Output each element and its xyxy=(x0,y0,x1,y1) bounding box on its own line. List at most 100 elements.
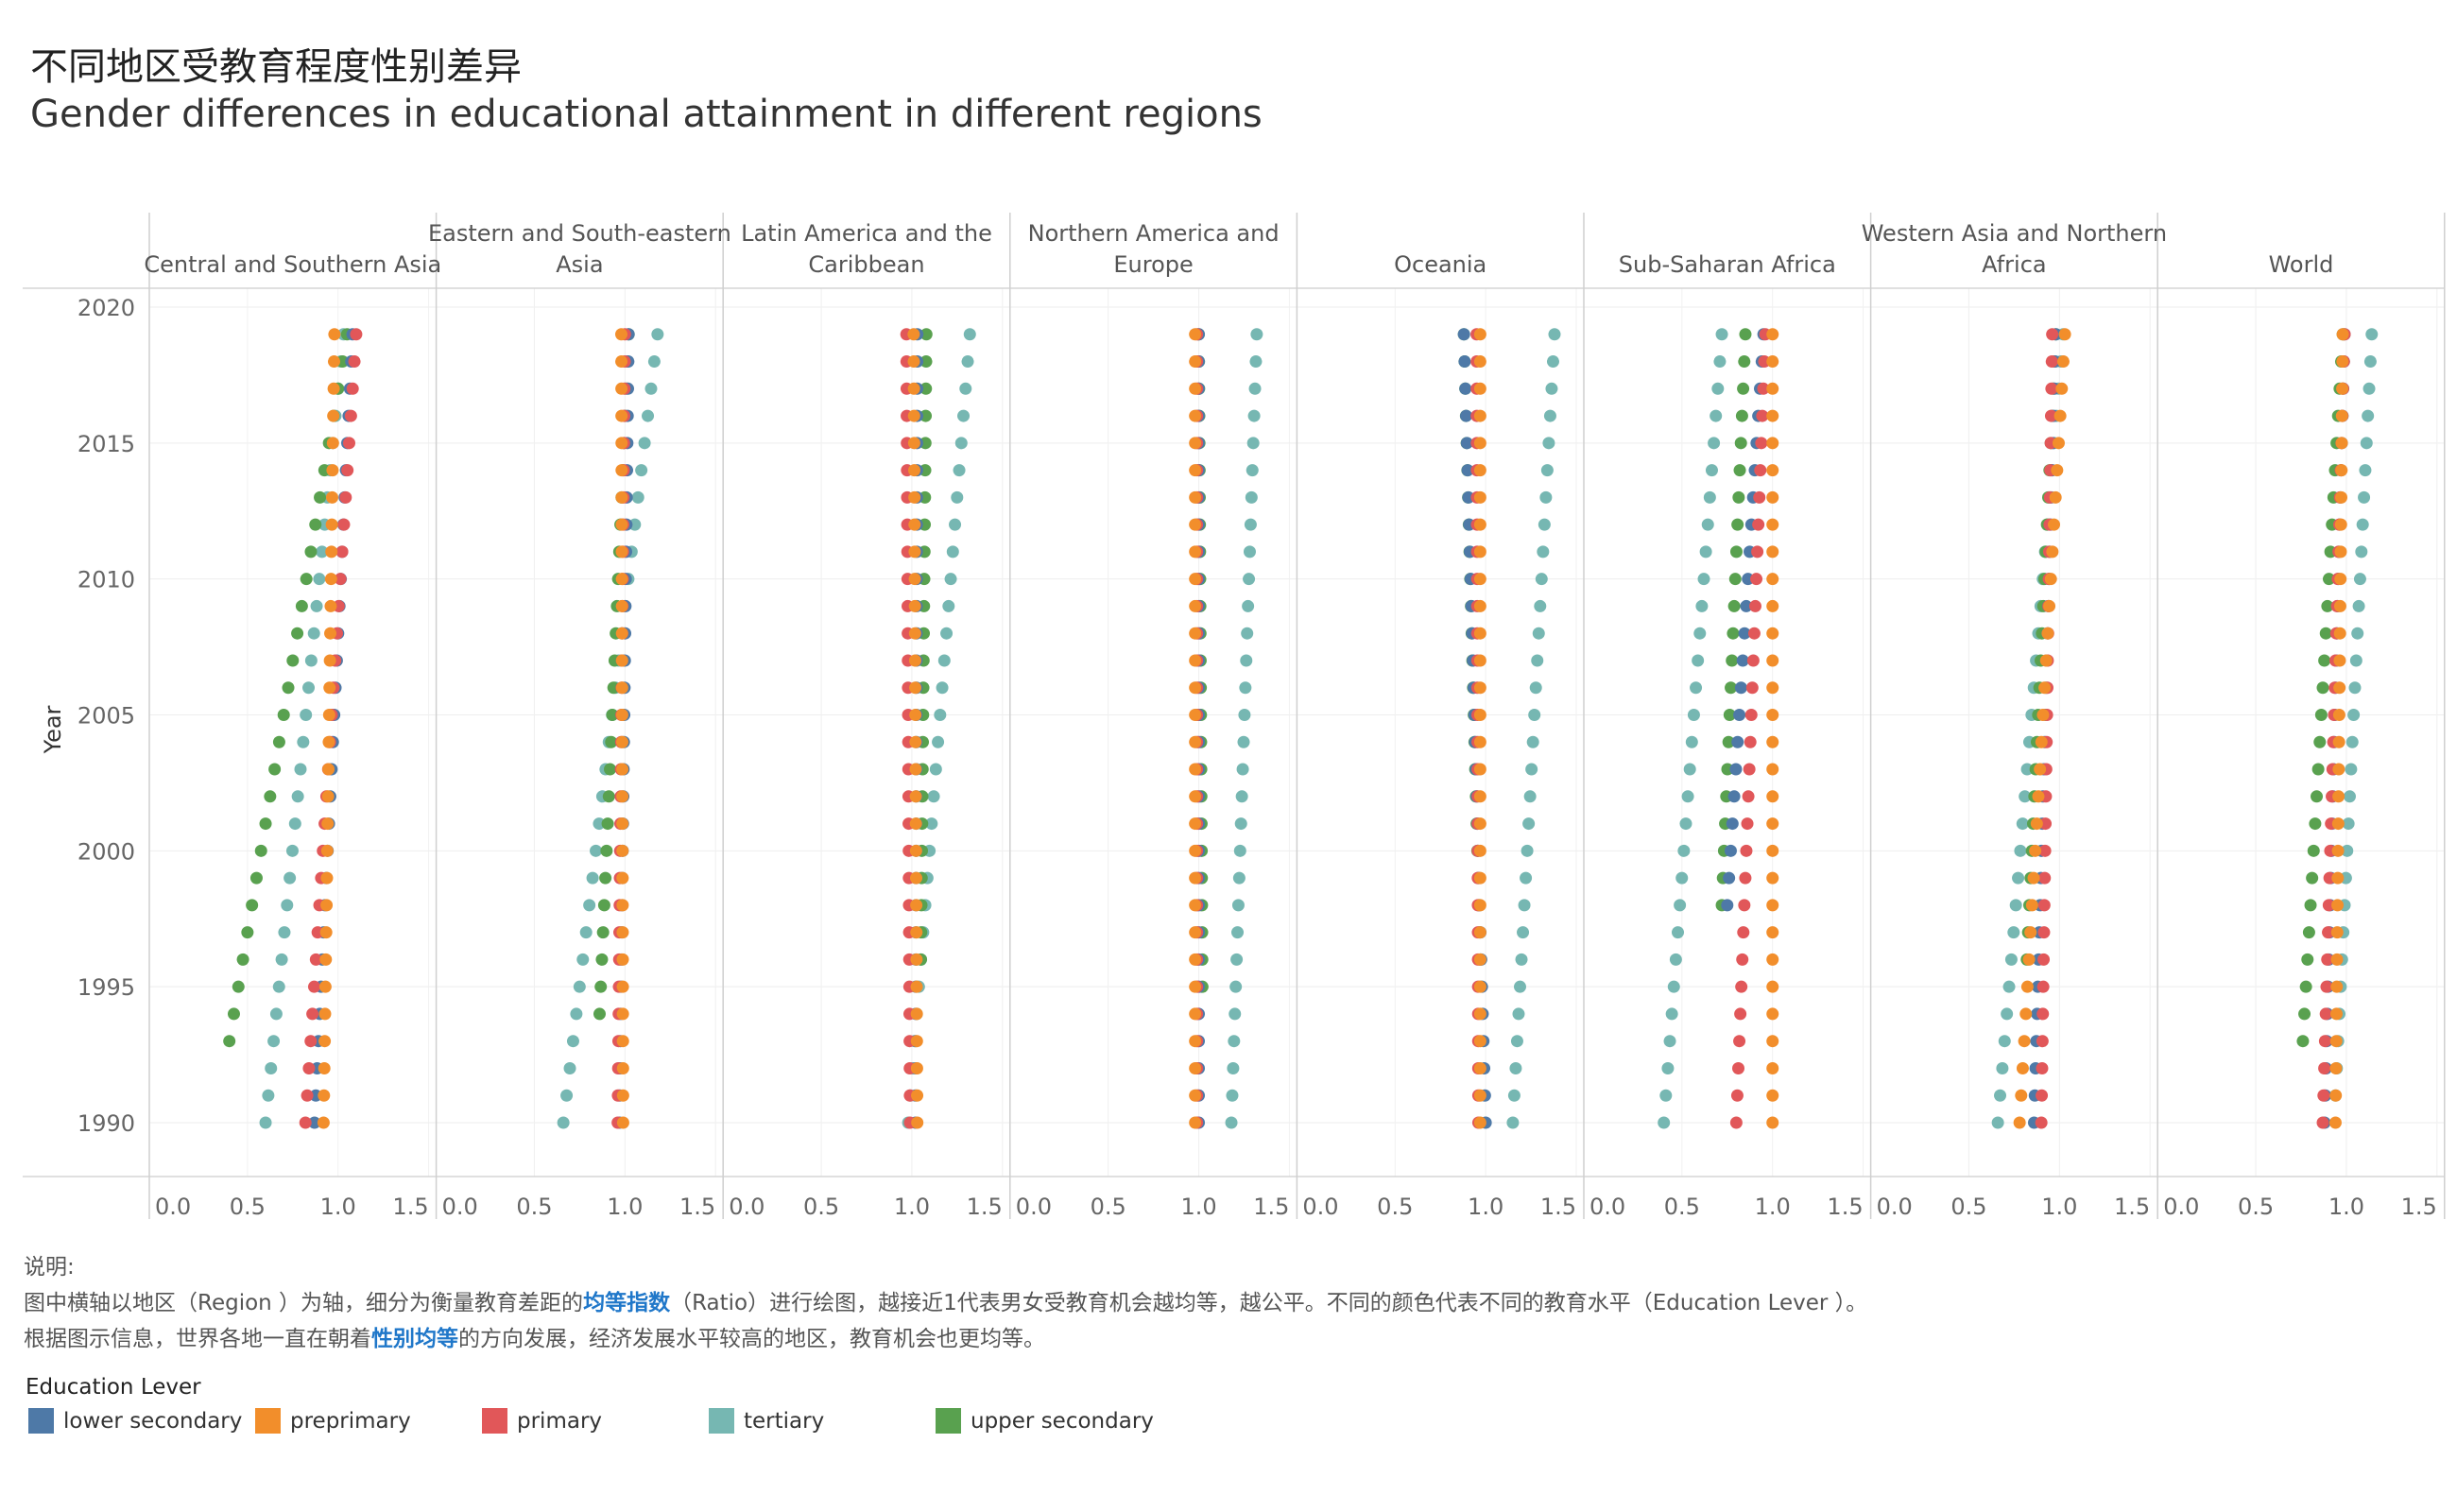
data-point-preprimary xyxy=(1189,926,1202,939)
data-point-tertiary xyxy=(638,437,651,450)
legend-item-preprimary[interactable]: preprimary xyxy=(255,1408,411,1434)
data-point-upper-secondary xyxy=(1725,681,1738,695)
data-point-tertiary xyxy=(313,573,326,586)
data-point-preprimary xyxy=(615,409,628,422)
data-point-tertiary xyxy=(566,1035,579,1048)
data-point-primary xyxy=(341,464,354,477)
data-point-tertiary xyxy=(628,518,642,531)
data-point-preprimary xyxy=(1473,627,1486,640)
data-point-preprimary xyxy=(2332,790,2345,803)
x-tick-label: 1.0 xyxy=(2041,1194,2077,1220)
data-point-tertiary xyxy=(2363,355,2377,369)
data-point-tertiary xyxy=(2349,654,2362,667)
data-point-tertiary xyxy=(1528,709,1541,721)
notes-line-2-highlight: 性别均等 xyxy=(371,1327,458,1351)
x-tick-label: 0.5 xyxy=(516,1194,552,1220)
data-point-preprimary xyxy=(1473,437,1486,450)
data-point-preprimary xyxy=(1473,709,1486,721)
panel-header-oceania: Oceania xyxy=(1394,251,1486,278)
x-tick-label: 1.0 xyxy=(607,1194,643,1220)
data-point-tertiary xyxy=(1996,1061,2009,1074)
data-point-preprimary xyxy=(1473,490,1486,504)
x-tick-label: 1.5 xyxy=(967,1194,1003,1220)
data-point-tertiary xyxy=(1232,871,1246,885)
data-point-tertiary xyxy=(1249,355,1263,369)
data-point-preprimary xyxy=(1766,382,1779,395)
data-point-tertiary xyxy=(1659,1089,1673,1102)
data-point-preprimary xyxy=(1766,980,1779,993)
data-point-preprimary xyxy=(1766,573,1779,586)
data-point-preprimary xyxy=(2329,1035,2343,1048)
data-point-tertiary xyxy=(1234,817,1247,831)
data-point-tertiary xyxy=(316,545,329,558)
x-tick-label: 1.5 xyxy=(1827,1194,1863,1220)
data-point-tertiary xyxy=(642,409,655,422)
data-point-tertiary xyxy=(1998,1035,2011,1048)
data-point-preprimary xyxy=(1766,1061,1779,1074)
data-point-upper-secondary xyxy=(2307,844,2320,857)
x-tick-label: 1.5 xyxy=(392,1194,428,1220)
data-point-preprimary xyxy=(908,490,921,504)
legend-item-upper-secondary[interactable]: upper secondary xyxy=(936,1408,1154,1434)
data-point-preprimary xyxy=(2055,382,2069,395)
data-point-preprimary xyxy=(615,355,628,369)
data-point-upper-secondary xyxy=(1722,735,1735,748)
data-point-preprimary xyxy=(1473,355,1486,369)
data-point-upper-secondary xyxy=(300,573,313,586)
data-point-lower-secondary xyxy=(1458,355,1471,369)
legend-item-tertiary[interactable]: tertiary xyxy=(709,1408,824,1434)
data-point-primary xyxy=(1738,899,1751,912)
data-point-preprimary xyxy=(2020,980,2034,993)
data-point-preprimary xyxy=(317,1116,330,1129)
data-point-tertiary xyxy=(1521,844,1534,857)
data-point-preprimary xyxy=(1473,817,1486,831)
data-point-preprimary xyxy=(1189,328,1202,341)
data-point-tertiary xyxy=(1515,953,1528,966)
data-point-preprimary xyxy=(325,545,338,558)
legend-title: Education Lever xyxy=(26,1375,201,1400)
data-point-tertiary xyxy=(1677,844,1691,857)
data-point-tertiary xyxy=(2359,464,2372,477)
legend-label-upper-secondary: upper secondary xyxy=(971,1408,1154,1434)
data-point-upper-secondary xyxy=(1728,573,1742,586)
y-tick-label: 2020 xyxy=(77,295,135,321)
data-point-primary xyxy=(1757,382,1770,395)
legend-label-lower-secondary: lower secondary xyxy=(63,1408,243,1434)
x-tick-label: 0.5 xyxy=(803,1194,839,1220)
data-point-preprimary xyxy=(1766,518,1779,531)
data-point-preprimary xyxy=(318,1035,332,1048)
data-point-preprimary xyxy=(1473,926,1486,939)
data-point-primary xyxy=(2037,899,2051,912)
notes-line-1-prefix: 图中横轴以地区（Region ）为轴，细分为衡量教育差距的 xyxy=(24,1291,584,1315)
data-point-tertiary xyxy=(2345,735,2359,748)
data-point-upper-secondary xyxy=(241,926,254,939)
data-point-tertiary xyxy=(936,681,949,695)
data-point-tertiary xyxy=(1711,382,1725,395)
data-point-preprimary xyxy=(1473,518,1486,531)
data-point-preprimary xyxy=(2331,844,2345,857)
data-point-tertiary xyxy=(1506,1116,1520,1129)
data-point-upper-secondary xyxy=(259,817,272,831)
data-point-preprimary xyxy=(2030,817,2043,831)
data-point-upper-secondary xyxy=(291,627,304,640)
data-point-tertiary xyxy=(961,355,974,369)
data-point-tertiary xyxy=(259,1116,272,1129)
data-point-preprimary xyxy=(1189,573,1202,586)
data-point-upper-secondary xyxy=(602,790,615,803)
legend-item-primary[interactable]: primary xyxy=(482,1408,602,1434)
data-point-tertiary xyxy=(557,1116,570,1129)
data-point-tertiary xyxy=(932,735,945,748)
data-point-primary xyxy=(2322,899,2335,912)
data-point-preprimary xyxy=(1766,654,1779,667)
data-point-primary xyxy=(335,545,349,558)
data-point-upper-secondary xyxy=(2318,654,2331,667)
data-point-preprimary xyxy=(615,382,628,395)
legend-item-lower-secondary[interactable]: lower secondary xyxy=(28,1408,242,1434)
data-point-preprimary xyxy=(1766,817,1779,831)
data-point-tertiary xyxy=(1520,871,1533,885)
data-point-tertiary xyxy=(953,464,966,477)
data-point-upper-secondary xyxy=(336,355,350,369)
data-point-primary xyxy=(1740,844,1753,857)
data-point-tertiary xyxy=(2001,1007,2014,1021)
data-point-primary xyxy=(2038,844,2052,857)
